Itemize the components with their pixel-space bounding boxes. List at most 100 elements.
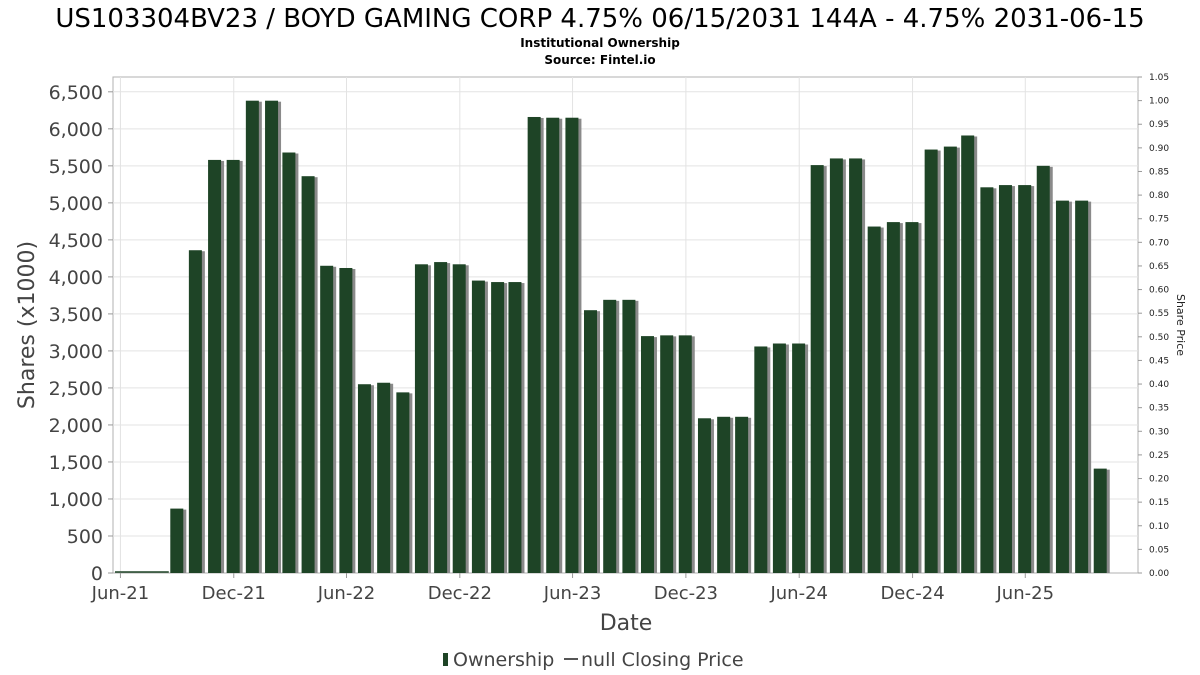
bar-ownership (660, 335, 674, 573)
y-tick-label: 5,000 (49, 193, 103, 215)
legend-ownership-label: Ownership (453, 649, 554, 671)
y2-axis-label: Share Price (1174, 294, 1187, 356)
bar-ownership (754, 346, 768, 573)
y-tick-label: 1,500 (49, 452, 103, 474)
bar-ownership (226, 159, 240, 573)
bar-ownership (697, 418, 711, 573)
x-tick-label: Jun-21 (91, 583, 150, 604)
bar-ownership (546, 117, 560, 573)
bar-ownership (339, 267, 353, 573)
y2-tick-label: 0.10 (1149, 522, 1169, 532)
y-axis-label: Shares (x1000) (15, 241, 40, 409)
bar-ownership (961, 135, 975, 573)
y-tick-label: 500 (67, 526, 103, 548)
y-axis: 0 500 1,000 1,500 2,000 2,500 3,000 3,500 4,000 4… (49, 82, 113, 585)
y2-tick-label: 0.85 (1149, 167, 1169, 177)
bar-ownership (320, 265, 334, 573)
y-tick-label: 3,000 (49, 341, 103, 363)
bar-ownership (414, 264, 428, 573)
x-axis-label: Date (600, 611, 653, 636)
bar-ownership (622, 299, 636, 573)
bar-ownership (188, 250, 202, 573)
y2-tick-label: 0.60 (1149, 286, 1169, 296)
bar-ownership (282, 152, 296, 574)
legend: Ownership null Closing Price (443, 649, 744, 671)
x-tick-label: Dec-23 (654, 583, 718, 604)
x-tick-label: Jun-23 (543, 583, 602, 604)
y-tick-label: 5,500 (49, 156, 103, 178)
bar-ownership (810, 165, 824, 573)
bar-ownership (1018, 185, 1032, 573)
y-tick-label: 0 (91, 563, 103, 585)
y2-tick-label: 0.20 (1149, 475, 1169, 485)
legend-ownership-swatch (443, 653, 448, 666)
y-tick-label: 6,500 (49, 82, 103, 104)
bar-ownership (396, 392, 410, 573)
bar-ownership (849, 158, 863, 573)
bar-ownership (245, 100, 259, 574)
chart-subtitle: Institutional Ownership (520, 36, 680, 50)
y2-tick-label: 0.15 (1149, 498, 1169, 508)
bar-ownership (1093, 468, 1107, 573)
x-tick-label: Dec-21 (202, 583, 266, 604)
y2-tick-label: 1.00 (1149, 97, 1169, 107)
y2-tick-label: 0.65 (1149, 262, 1169, 272)
bar-ownership (717, 416, 731, 573)
y2-tick-label: 0.70 (1149, 238, 1169, 248)
y-tick-label: 4,500 (49, 230, 103, 252)
y2-tick-label: 0.95 (1149, 120, 1169, 130)
bar-ownership (603, 299, 617, 573)
bar-ownership (584, 310, 598, 573)
x-tick-label: Jun-25 (996, 583, 1055, 604)
y-tick-label: 4,000 (49, 267, 103, 289)
bar-ownership (508, 282, 522, 573)
bar-ownership (491, 282, 505, 573)
bar-ownership (1075, 200, 1089, 573)
bar-ownership (357, 384, 371, 573)
x-tick-label: Dec-22 (428, 583, 492, 604)
bar-ownership (829, 158, 843, 573)
y2-tick-label: 0.30 (1149, 427, 1169, 437)
bar-ownership (980, 187, 994, 573)
bar-ownership (772, 343, 786, 573)
bar-ownership (924, 149, 938, 573)
y2-tick-label: 0.35 (1149, 404, 1169, 414)
y2-tick-label: 0.80 (1149, 191, 1169, 201)
bar-ownership (1055, 200, 1069, 573)
y-tick-label: 3,500 (49, 304, 103, 326)
y2-tick-label: 0.45 (1149, 356, 1169, 366)
x-axis: Jun-21 Dec-21 Jun-22 Dec-22 Jun-23 Dec-23 Jun-… (91, 573, 1054, 604)
bar-ownership (377, 382, 391, 573)
bar-ownership (998, 185, 1012, 573)
y2-tick-label: 1.05 (1149, 73, 1169, 83)
bar-ownership (301, 176, 315, 573)
bar-ownership (735, 416, 749, 573)
bar-ownership (265, 100, 279, 574)
bar-ownership (434, 262, 448, 573)
y2-tick-label: 0.05 (1149, 545, 1169, 555)
y2-tick-label: 0.50 (1149, 333, 1169, 343)
y2-tick-label: 0.75 (1149, 215, 1169, 225)
y2-tick-label: 0.55 (1149, 309, 1169, 319)
y-tick-label: 2,000 (49, 415, 103, 437)
bar-ownership (170, 508, 184, 573)
y2-tick-label: 0.90 (1149, 144, 1169, 154)
bar-ownership (471, 280, 485, 573)
bar-ownership (527, 116, 541, 573)
bars-group (115, 100, 1110, 574)
y2-axis: 0.00 0.05 0.10 0.15 0.20 0.25 0.30 0.35 0.40 0.45… (1138, 73, 1169, 579)
x-tick-label: Dec-24 (880, 583, 944, 604)
bar-ownership (943, 146, 957, 573)
bar-ownership (452, 264, 466, 573)
bar-ownership (678, 335, 692, 573)
bar-ownership (1036, 165, 1050, 573)
bar-ownership (565, 117, 579, 573)
y-tick-label: 6,000 (49, 119, 103, 141)
chart-source: Source: Fintel.io (544, 53, 655, 67)
x-tick-label: Jun-24 (769, 583, 828, 604)
chart-title: US103304BV23 / BOYD GAMING CORP 4.75% 06… (55, 4, 1144, 34)
y-tick-label: 1,000 (49, 489, 103, 511)
y2-tick-label: 0.25 (1149, 451, 1169, 461)
bar-ownership (886, 222, 900, 573)
